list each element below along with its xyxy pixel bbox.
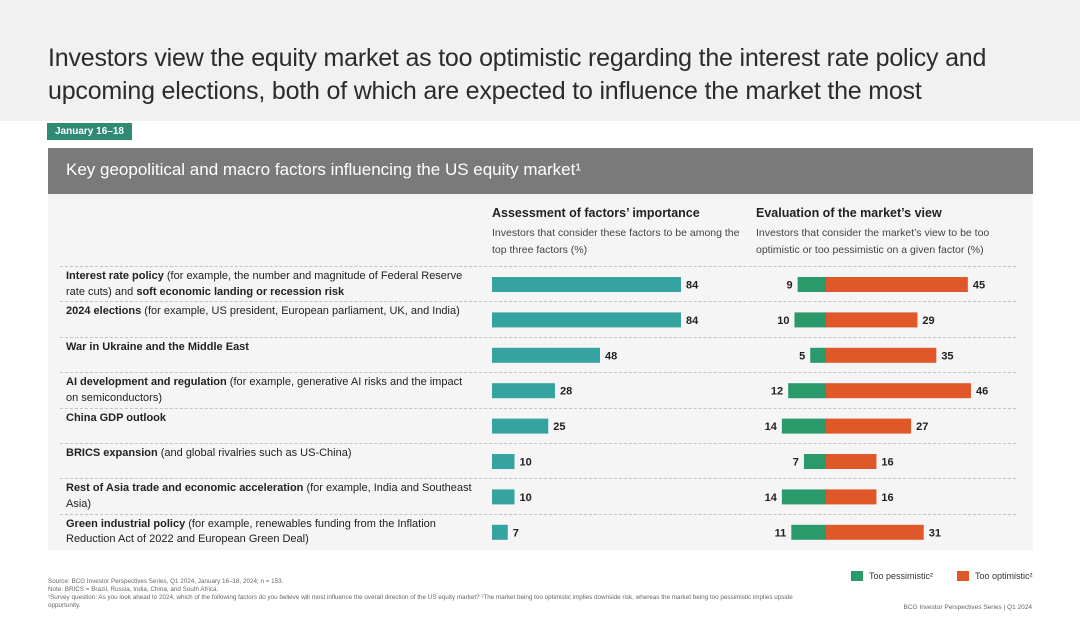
row-divider [60, 266, 1016, 267]
optimistic-value-label: 27 [916, 421, 928, 433]
row-divider [60, 443, 1016, 444]
pessimistic-value-label: 12 [771, 386, 783, 398]
legend-pessimistic-label: Too pessimistic² [869, 571, 934, 581]
optimistic-value-label: 31 [929, 527, 941, 539]
factor-name: War in Ukraine and the Middle East [66, 340, 249, 353]
factor-description: (for example, India and Southeast Asia) [66, 482, 472, 510]
row-divider [60, 372, 1016, 374]
legend-optimistic: Too optimistic² [957, 571, 1033, 581]
row-divider [60, 407, 1016, 409]
importance-bar [492, 524, 508, 540]
legend-optimistic-swatch [957, 571, 969, 581]
factor-description: (for example, renewables funding from th… [66, 517, 436, 546]
factor-name: China GDP outlook [66, 411, 167, 424]
optimistic-value-label: 45 [973, 280, 985, 292]
pessimistic-bar [794, 312, 826, 328]
factor-label: Interest rate policy (for example, the n… [66, 269, 476, 300]
importance-bar [492, 312, 681, 328]
importance-value-label: 84 [686, 280, 699, 292]
row-divider [60, 513, 1016, 515]
factor-label: China GDP outlook [66, 411, 476, 427]
optimistic-bar [826, 418, 912, 434]
importance-value-label: 7 [513, 527, 519, 539]
pessimistic-value-label: 7 [793, 457, 799, 469]
optimistic-value-label: 16 [881, 457, 893, 469]
factor-name: Interest rate policy [66, 270, 164, 282]
optimistic-bar [826, 524, 924, 540]
pessimistic-value-label: 10 [777, 315, 789, 327]
importance-bar [492, 383, 555, 399]
importance-value-label: 10 [520, 457, 532, 469]
importance-value-label: 25 [553, 421, 565, 433]
pessimistic-bar [797, 277, 826, 292]
factor-name: Rest of Asia trade and economic accelera… [66, 482, 304, 495]
pessimistic-value-label: 5 [799, 350, 805, 362]
importance-value-label: 48 [605, 350, 617, 362]
row-divider [60, 301, 1016, 303]
optimistic-value-label: 35 [941, 350, 953, 362]
pessimistic-bar [781, 489, 826, 505]
pessimistic-bar [788, 383, 826, 399]
date-badge: January 16–18 [47, 123, 132, 140]
optimistic-bar [826, 383, 971, 399]
legend-optimistic-label: Too optimistic² [975, 571, 1033, 581]
factor-label: Rest of Asia trade and economic accelera… [66, 481, 476, 512]
pessimistic-value-label: 14 [765, 492, 778, 504]
row-divider [60, 478, 1016, 480]
pessimistic-bar [803, 454, 826, 469]
factor-label: 2024 elections (for example, US presiden… [66, 304, 476, 320]
importance-column-title: Assessment of factors’ importance [492, 206, 700, 220]
footnote-note: Note: BRICS = Brazil, Russia, India, Chi… [48, 586, 219, 593]
importance-value-label: 84 [686, 315, 699, 327]
market-view-column-subtitle: Investors that consider the market’s vie… [756, 227, 990, 256]
factor-description: (for example, generative AI risks and th… [66, 376, 463, 404]
optimistic-bar [826, 312, 918, 328]
footnote-source: Source: BCG Investor Perspectives Series… [48, 578, 284, 585]
footnote-series: BCG Investor Perspectives Series | Q1 20… [903, 604, 1033, 611]
importance-bar [492, 347, 600, 363]
factor-label: Green industrial policy (for example, re… [66, 517, 476, 548]
legend-pessimistic-swatch [851, 571, 863, 581]
factor-name: AI development and regulation [66, 376, 227, 389]
factor-name: Green industrial policy [66, 517, 186, 530]
page-headline: Investors view the equity market as too … [48, 44, 987, 105]
factor-name: 2024 elections [66, 305, 142, 318]
panel-title: Key geopolitical and macro factors influ… [66, 160, 581, 179]
footnote-survey: ¹Survey question: As you look ahead to 2… [48, 594, 793, 609]
importance-bar [492, 277, 681, 292]
optimistic-bar [826, 277, 968, 292]
pessimistic-bar [810, 347, 826, 363]
pessimistic-value-label: 9 [787, 280, 793, 292]
factor-label: War in Ukraine and the Middle East [66, 340, 476, 356]
optimistic-bar [826, 454, 877, 469]
pessimistic-bar [791, 524, 826, 540]
factor-name: soft economic landing or recession risk [136, 285, 345, 298]
optimistic-bar [826, 347, 937, 363]
optimistic-value-label: 46 [976, 386, 988, 398]
panel-title-bar: Key geopolitical and macro factors influ… [48, 148, 1033, 194]
optimistic-value-label: 29 [922, 315, 934, 327]
factor-label: AI development and regulation (for examp… [66, 375, 476, 406]
factor-description: (for example, the number and magnitude o… [66, 270, 463, 298]
row-divider [60, 336, 1016, 338]
pessimistic-value-label: 14 [765, 421, 778, 433]
legend-pessimistic: Too pessimistic² [851, 571, 933, 581]
importance-value-label: 28 [560, 386, 572, 398]
market-view-column-title: Evaluation of the market’s view [756, 206, 942, 220]
factor-description: (and global rivalries such as US-China) [157, 447, 352, 459]
importance-value-label: 10 [520, 492, 532, 504]
pessimistic-bar [781, 418, 826, 434]
importance-bar [492, 489, 515, 505]
header-band [0, 0, 1080, 121]
factor-name: BRICS expansion [66, 447, 158, 459]
importance-bar [492, 454, 515, 469]
factor-label: BRICS expansion (and global rivalries su… [66, 446, 476, 462]
optimistic-bar [826, 489, 877, 505]
pessimistic-value-label: 11 [775, 527, 787, 539]
optimistic-value-label: 16 [881, 492, 893, 504]
importance-bar [492, 418, 549, 434]
importance-column-subtitle: Investors that consider these factors to… [492, 227, 740, 256]
factor-description: (for example, US president, European par… [141, 305, 460, 318]
